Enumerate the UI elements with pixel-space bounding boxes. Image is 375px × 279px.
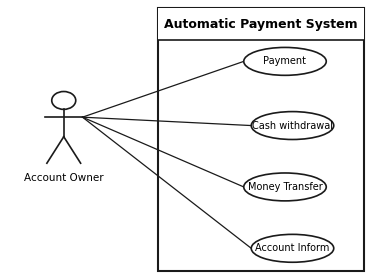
Text: Money Transfer: Money Transfer: [248, 182, 322, 192]
Bar: [158, 8, 364, 271]
Ellipse shape: [251, 234, 334, 262]
Text: Account Owner: Account Owner: [24, 173, 104, 183]
Text: Account Inform: Account Inform: [255, 243, 330, 253]
Text: Automatic Payment System: Automatic Payment System: [164, 18, 357, 31]
Ellipse shape: [244, 47, 326, 75]
Ellipse shape: [244, 173, 326, 201]
Bar: [158, 8, 364, 40]
Text: Cash withdrawal: Cash withdrawal: [252, 121, 333, 131]
Ellipse shape: [251, 112, 334, 140]
Text: Payment: Payment: [264, 56, 306, 66]
